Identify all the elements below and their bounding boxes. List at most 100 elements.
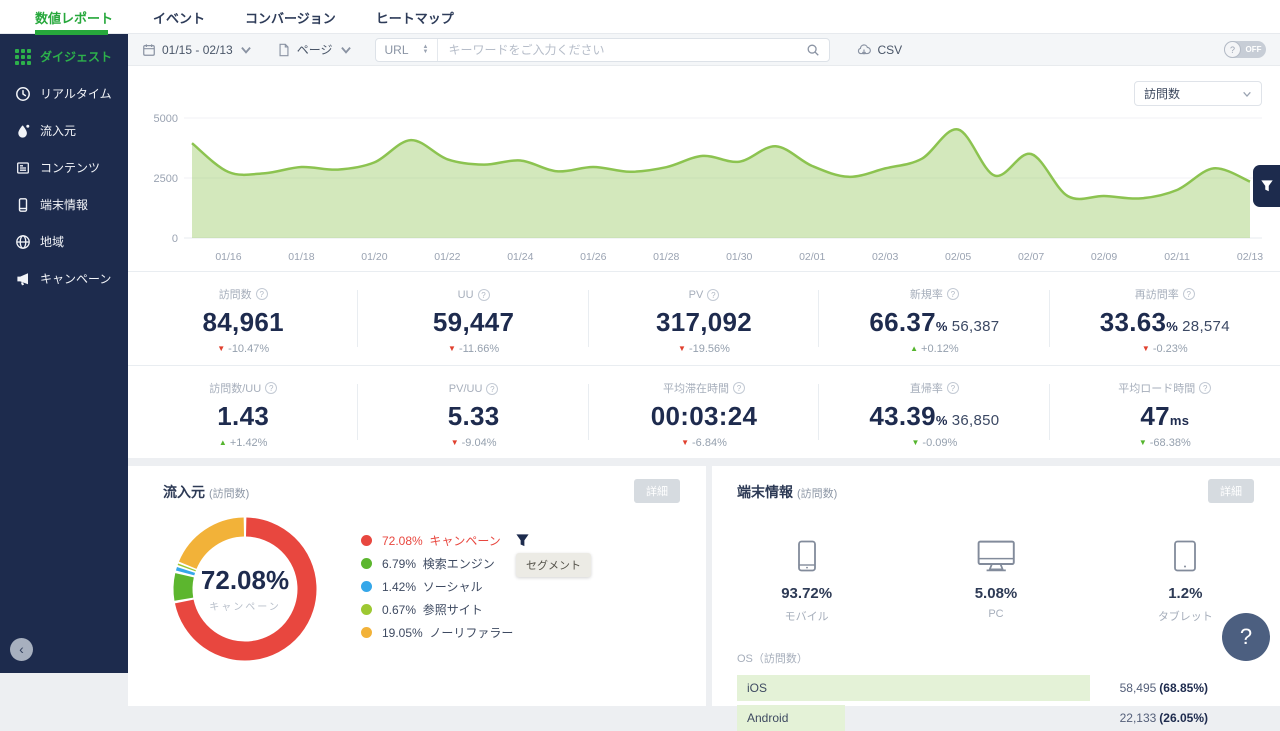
sidebar-item-流入元[interactable]: 流入元 (0, 112, 128, 149)
tab-2[interactable]: イベント (153, 10, 206, 26)
traffic-details-button[interactable]: 詳細 (634, 479, 680, 503)
sidebar-item-キャンペーン[interactable]: キャンペーン (0, 260, 128, 297)
page-icon (279, 43, 289, 56)
tab-4[interactable]: ヒートマップ (375, 10, 454, 26)
svg-text:01/26: 01/26 (580, 251, 606, 263)
kpi-unit: ms (1169, 413, 1190, 428)
device-label: モバイル (784, 611, 829, 623)
devices-details-button[interactable]: 詳細 (1208, 479, 1254, 503)
url-select-value: URL (384, 42, 409, 57)
svg-text:02/07: 02/07 (1018, 251, 1044, 263)
svg-text:01/22: 01/22 (434, 251, 460, 263)
kpi-value: 84,961 (202, 307, 284, 337)
calendar-icon (143, 43, 155, 56)
info-icon[interactable]: ? (1182, 288, 1195, 300)
sidebar-item-label: コンテンツ (40, 161, 101, 175)
search-button[interactable] (797, 43, 829, 57)
device-モバイル: 93.72% モバイル (712, 540, 901, 624)
kpi-change: ▲ +0.12% (910, 343, 959, 355)
segment-filter-icon[interactable] (515, 533, 530, 548)
page-filter-dropdown[interactable]: ページ (277, 41, 353, 58)
legend-item-参照サイト[interactable]: 0.67% 参照サイト (361, 598, 530, 621)
csv-label: CSV (877, 42, 903, 57)
info-icon[interactable]: ? (265, 382, 278, 394)
arrow-down-icon: ▼ (681, 438, 690, 447)
svg-text:01/18: 01/18 (288, 251, 314, 263)
device-breakdown: 93.72% モバイル 5.08% PC 1.2% タブレット (712, 540, 1280, 624)
url-type-select[interactable]: URL ▲ ▼ (376, 38, 439, 61)
info-icon[interactable]: ? (255, 288, 268, 300)
kpi-label: 訪問数/UU? (209, 380, 278, 396)
svg-text:0: 0 (172, 233, 178, 245)
drop-icon (15, 123, 31, 139)
help-button[interactable]: ? (1222, 613, 1270, 661)
info-icon[interactable]: ? (1199, 382, 1212, 394)
legend-label: 6.79% 検索エンジン (382, 557, 495, 571)
device-タブレット: 1.2% タブレット (1091, 540, 1280, 624)
sidebar-item-地域[interactable]: 地域 (0, 223, 128, 260)
kpi-value: 66.37% 56,387 (869, 307, 1000, 337)
sidebar-item-ダイジェスト[interactable]: ダイジェスト (0, 38, 128, 75)
sidebar-item-label: 端末情報 (40, 198, 89, 212)
cloud-download-icon (857, 43, 871, 55)
traffic-legend: 72.08% キャンペーン 6.79% 検索エンジン 1.42% ソーシャル 0.67… (361, 529, 530, 644)
keyword-search-group: URL ▲ ▼ (374, 37, 830, 62)
device-label: タブレット (1157, 611, 1213, 623)
sidebar-item-リアルタイム[interactable]: リアルタイム (0, 75, 128, 112)
arrow-down-icon: ▼ (911, 438, 920, 447)
svg-text:02/01: 02/01 (799, 251, 825, 263)
chart-metric-select[interactable]: 訪問数 (1134, 81, 1262, 106)
keyword-search-input[interactable] (438, 42, 797, 57)
funnel-icon (1260, 180, 1273, 192)
os-row-iOS[interactable]: iOS 58,495 (68.85%) (737, 675, 1208, 701)
kpi-UU: UU? 59,447 ▼ -11.66% (358, 272, 590, 365)
date-range-value: 01/15 - 02/13 (162, 42, 233, 57)
info-icon[interactable]: ? (707, 289, 720, 301)
bottom-panels: 流入元 (訪問数) 詳細 72.08% キャンペーン 72.08% キャンペーン 6… (128, 466, 1280, 731)
svg-text:5000: 5000 (154, 113, 178, 125)
kpi-label: 平均ロード時間? (1118, 380, 1212, 396)
legend-item-ノーリファラー[interactable]: 19.05% ノーリファラー (361, 621, 530, 644)
kpi-sub-value: 28,574 (1182, 318, 1230, 335)
legend-item-検索エンジン[interactable]: 6.79% 検索エンジン (361, 552, 530, 575)
legend-dot (361, 604, 372, 615)
csv-download-button[interactable]: CSV (856, 42, 903, 58)
tablet-icon (1091, 540, 1280, 577)
arrow-down-icon: ▼ (448, 344, 456, 353)
sidebar-item-端末情報[interactable]: 端末情報 (0, 186, 128, 223)
tab-1[interactable]: 数値レポート (35, 10, 114, 26)
stepper-icon: ▲ ▼ (422, 43, 429, 55)
kpi-label: UU? (458, 289, 490, 301)
legend-item-キャンペーン[interactable]: 72.08% キャンペーン (361, 529, 530, 552)
chevron-down-icon (340, 46, 351, 54)
sidebar-collapse-button[interactable]: ‹ (10, 638, 33, 661)
sidebar-item-label: ダイジェスト (40, 50, 113, 64)
traffic-donut-chart[interactable]: 72.08% キャンペーン (165, 509, 325, 669)
kpi-value: 33.63% 28,574 (1099, 307, 1230, 337)
kpi-再訪問率: 再訪問率? 33.63% 28,574 ▼ -0.23% (1050, 272, 1280, 365)
info-icon[interactable]: ? (732, 382, 745, 394)
legend-item-ソーシャル[interactable]: 1.42% ソーシャル (361, 575, 530, 598)
date-range-picker[interactable]: 01/15 - 02/13 (142, 43, 253, 57)
tab-3[interactable]: コンバージョン (245, 10, 336, 26)
help-mode-toggle[interactable]: ? OFF (1224, 41, 1266, 58)
sidebar-item-label: 流入元 (40, 124, 77, 138)
kpi-PV: PV? 317,092 ▼ -19.56% (589, 272, 820, 365)
info-icon[interactable]: ? (477, 289, 490, 301)
os-visits-value: 58,495 (68.85%) (1119, 681, 1208, 695)
kpi-change: ▼ -6.84% (681, 437, 727, 449)
os-row-Android[interactable]: Android 22,133 (26.05%) (737, 705, 1208, 731)
info-icon[interactable]: ? (486, 383, 499, 395)
info-icon[interactable]: ? (946, 288, 959, 300)
top-navigation: 数値レポート イベント コンバージョン ヒートマップ (0, 0, 1280, 34)
kpi-unit: % (1166, 319, 1179, 334)
chevron-down-icon (240, 46, 251, 54)
info-icon[interactable]: ? (946, 382, 959, 394)
sidebar-item-コンテンツ[interactable]: コンテンツ (0, 149, 128, 186)
chart-filter-tab[interactable] (1253, 165, 1280, 207)
legend-label: 72.08% キャンペーン (382, 534, 501, 548)
visits-area-chart[interactable]: 5000 2500 0 01/16 01/18 01/20 01/22 01/24 01/26 0… (128, 110, 1280, 272)
kpi-change: ▲ +1.42% (218, 437, 268, 449)
arrow-down-icon: ▼ (217, 344, 226, 353)
traffic-panel-title: 流入元 (163, 484, 205, 500)
